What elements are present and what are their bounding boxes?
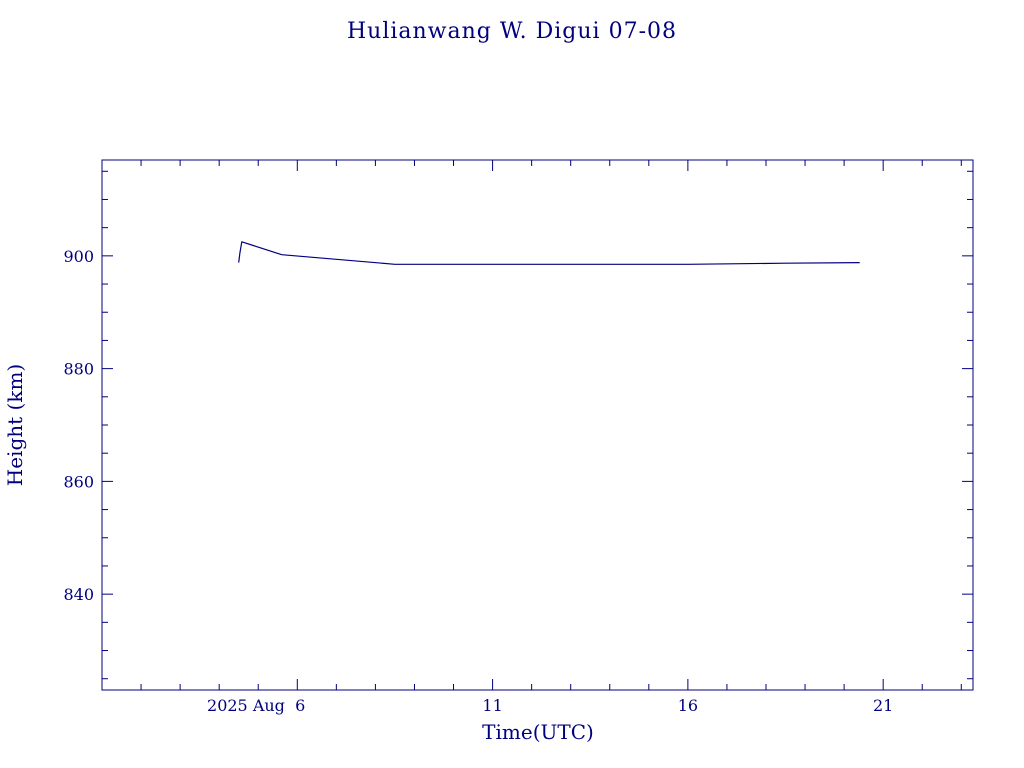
series-line xyxy=(238,241,860,265)
y-tick-label: 840 xyxy=(63,585,94,604)
y-tick-label: 860 xyxy=(63,472,94,491)
x-tick-label: 21 xyxy=(873,696,893,715)
y-tick-label: 880 xyxy=(63,360,94,379)
axis-ticks xyxy=(101,160,973,690)
series-group xyxy=(238,241,860,265)
y-tick-label: 900 xyxy=(63,247,94,266)
plot-border xyxy=(101,159,974,691)
x-axis-label: Time(UTC) xyxy=(482,720,594,744)
tick-labels: 840 860 880 900 2025 Aug 6 11 16 21 xyxy=(63,247,893,715)
x-tick-label: 2025 Aug 6 xyxy=(207,696,305,715)
y-axis-label: Height (km) xyxy=(3,364,27,486)
x-tick-label: 11 xyxy=(482,696,502,715)
plot-frame xyxy=(101,159,974,691)
x-tick-label: 16 xyxy=(678,696,698,715)
chart-title: Hulianwang W. Digui 07-08 xyxy=(347,19,677,44)
